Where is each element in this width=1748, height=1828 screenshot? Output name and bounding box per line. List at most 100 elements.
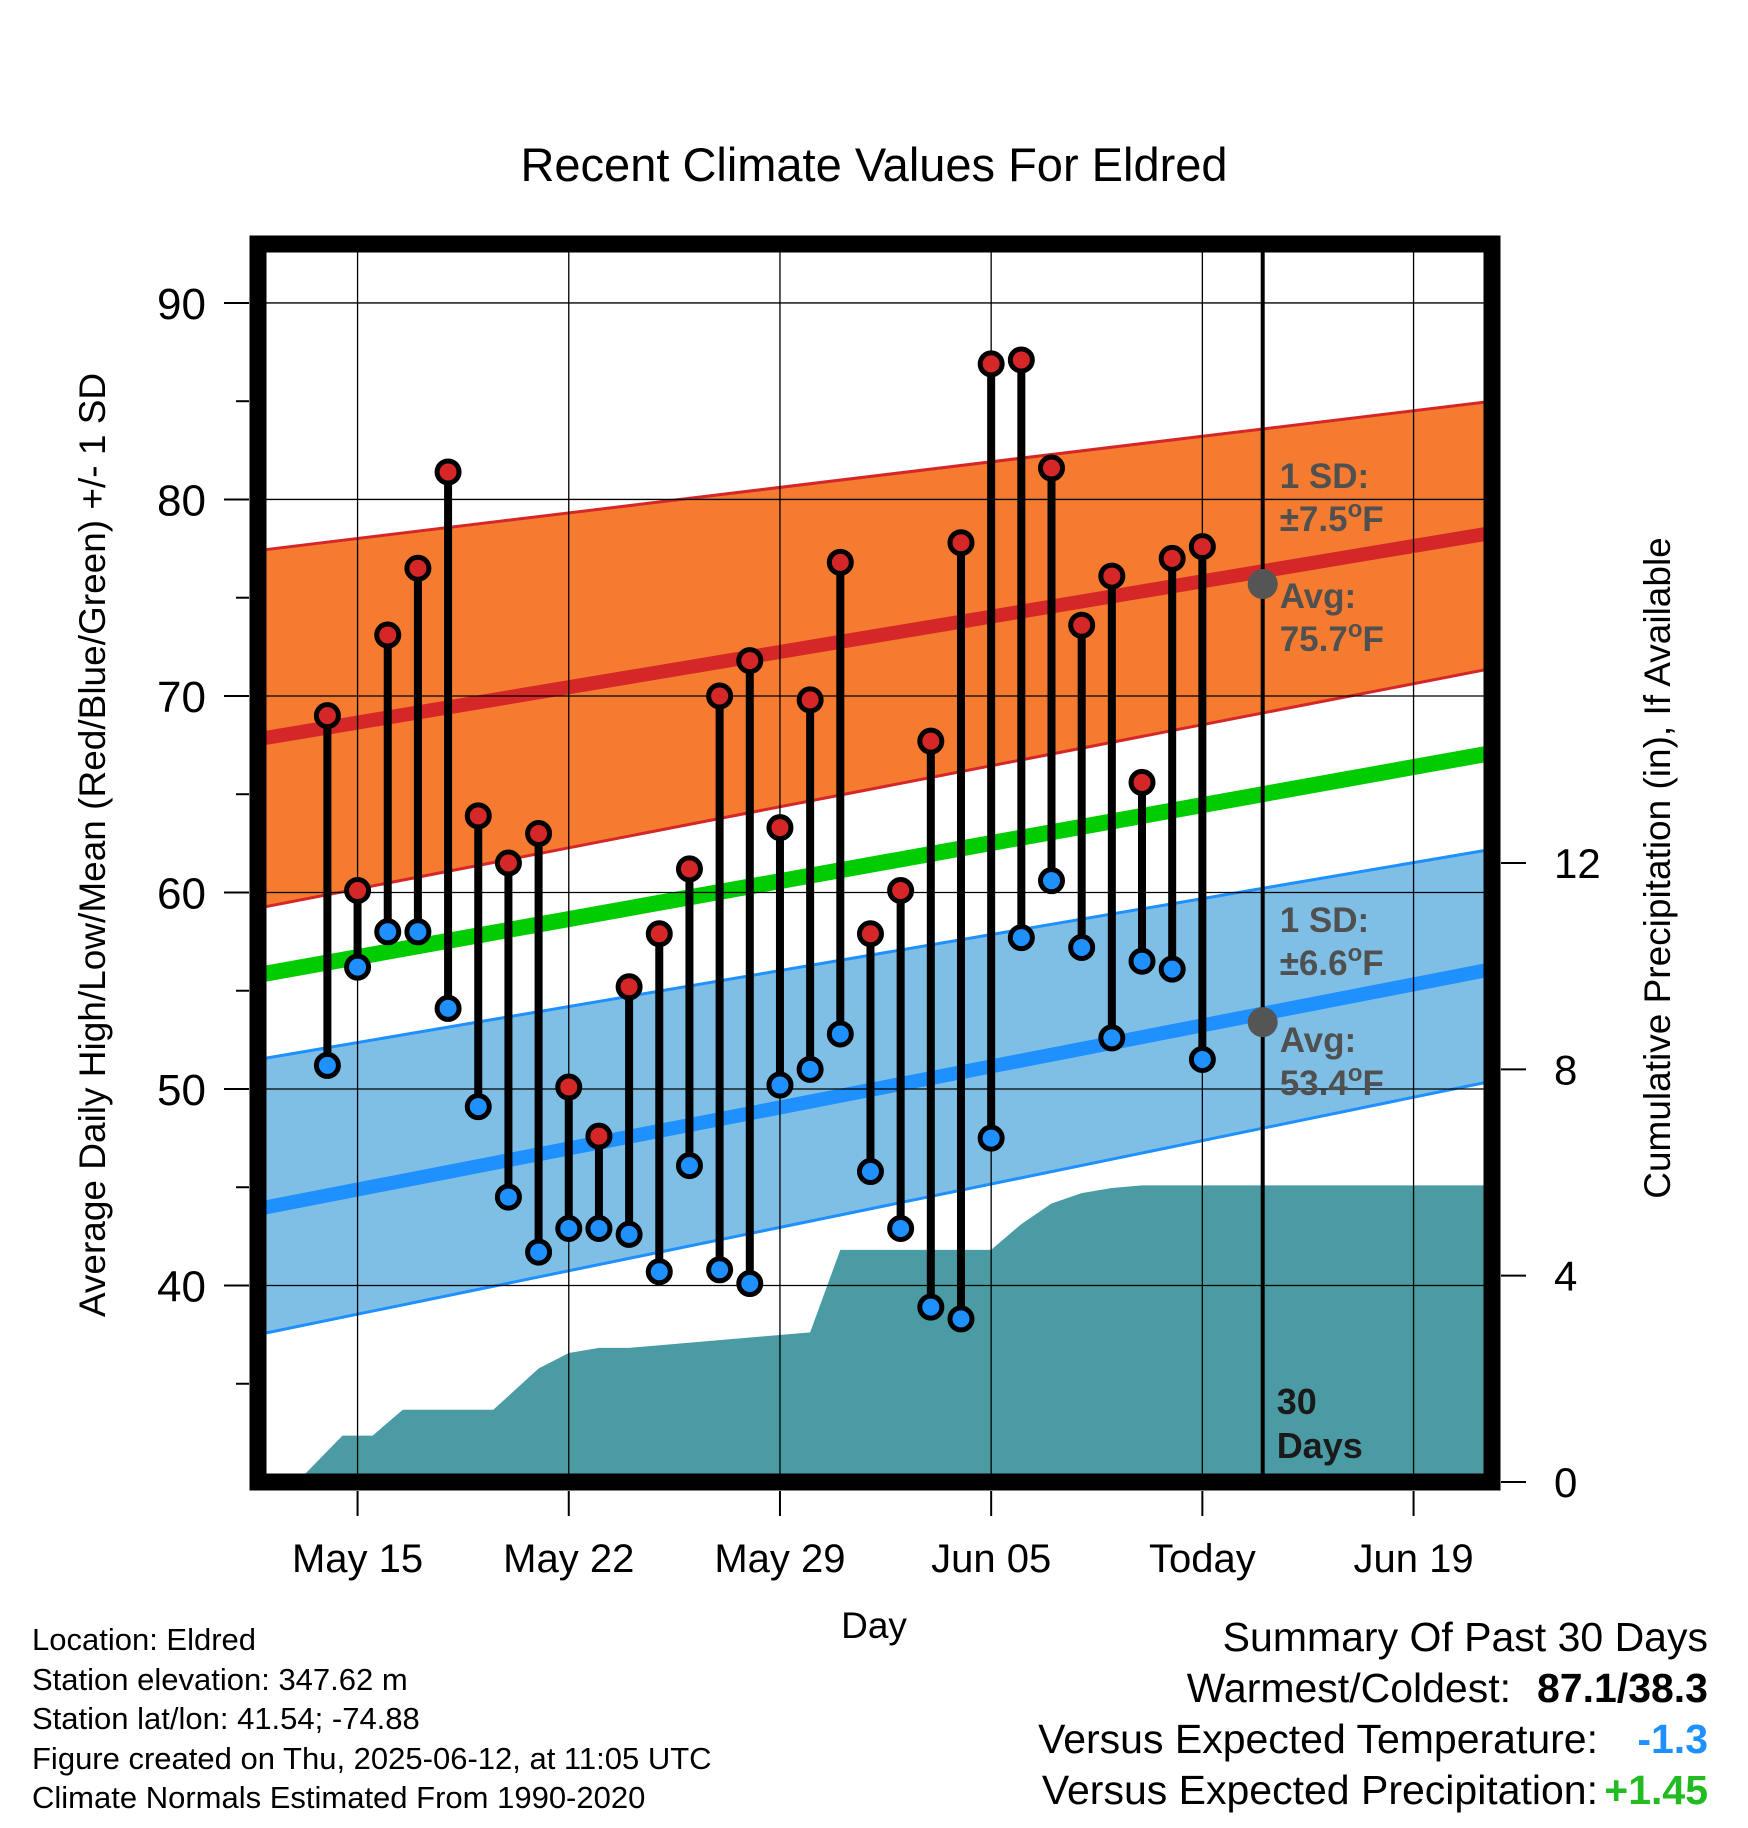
- daily-low-point: [615, 1220, 643, 1248]
- y2-tick-label: 4: [1554, 1253, 1577, 1300]
- daily-high-point: [1158, 544, 1186, 572]
- daily-low-point: [1068, 933, 1096, 961]
- precip-area: [297, 1185, 1492, 1482]
- station-latlon: Station lat/lon: 41.54; -74.88: [32, 1701, 420, 1736]
- y-tick-label: 70: [157, 673, 206, 722]
- daily-high-point: [1007, 346, 1035, 374]
- daily-high-point: [525, 820, 553, 848]
- daily-low-point: [434, 994, 462, 1022]
- y2-tick-label: 12: [1554, 840, 1601, 887]
- high-avg-label: Avg:: [1280, 577, 1356, 616]
- daily-low-point: [1128, 947, 1156, 975]
- x-tick-label: May 15: [292, 1537, 423, 1581]
- y2-axis-label: Cumulative Precipitation (in), If Availa…: [1637, 537, 1678, 1199]
- daily-low-point: [585, 1215, 613, 1243]
- precip-departure-label: Versus Expected Precipitation:: [1041, 1767, 1598, 1813]
- daily-high-point: [706, 682, 734, 710]
- daily-low-point: [1188, 1046, 1216, 1074]
- daily-low-point: [856, 1158, 884, 1186]
- daily-high-point: [736, 647, 764, 675]
- temp-departure-row: Versus Expected Temperature: -1.3: [1038, 1714, 1708, 1765]
- high-sd-label: 1 SD:: [1280, 457, 1369, 496]
- high-sd-band: [258, 401, 1492, 909]
- daily-low-point: [736, 1270, 764, 1298]
- plot-frame: [249, 235, 1501, 1491]
- daily-high-point: [404, 554, 432, 582]
- y2-tick-label: 8: [1554, 1046, 1577, 1093]
- x-tick-label: Today: [1149, 1537, 1256, 1581]
- daily-high-point: [1188, 533, 1216, 561]
- daily-high-point: [917, 727, 945, 755]
- daily-high-point: [555, 1073, 583, 1101]
- daily-low-point: [826, 1020, 854, 1048]
- warmest-coldest-row: Warmest/Coldest: 87.1/38.3: [1038, 1663, 1708, 1714]
- y2-tick-label: 0: [1554, 1459, 1577, 1506]
- y-tick-label: 50: [157, 1066, 206, 1115]
- daily-low-point: [525, 1238, 553, 1266]
- summary-panel: Summary Of Past 30 Days Warmest/Coldest:…: [1038, 1612, 1708, 1816]
- daily-high-point: [434, 458, 462, 486]
- low-sd-band-upper-edge: [257, 847, 1493, 1061]
- daily-low-point: [796, 1055, 824, 1083]
- x-tick-label: Jun 05: [931, 1537, 1051, 1581]
- daily-high-point: [645, 920, 673, 948]
- daily-high-point: [1098, 562, 1126, 590]
- daily-low-point: [887, 1215, 915, 1243]
- daily-low-point: [947, 1305, 975, 1333]
- y-tick-label: 80: [157, 476, 206, 525]
- daily-low-point: [645, 1258, 673, 1286]
- warmest-coldest-label: Warmest/Coldest:: [1186, 1665, 1511, 1711]
- daily-high-point: [313, 702, 341, 730]
- daily-low-point: [464, 1093, 492, 1121]
- y-axis-label: Average Daily High/Low/Mean (Red/Blue/Gr…: [72, 373, 113, 1317]
- normal-high-line: [256, 525, 1494, 747]
- high-sd-band-lower-edge: [257, 666, 1493, 910]
- daily-high-point: [615, 973, 643, 1001]
- precip-departure-value: +1.45: [1604, 1767, 1708, 1813]
- daily-low-point: [706, 1256, 734, 1284]
- daily-low-point: [374, 918, 402, 946]
- daily-high-point: [344, 877, 372, 905]
- climate-normals-note: Climate Normals Estimated From 1990-2020: [32, 1780, 646, 1815]
- daily-high-point: [796, 686, 824, 714]
- y-tick-label: 40: [157, 1262, 206, 1311]
- daily-low-point: [675, 1152, 703, 1180]
- daily-high-point: [1038, 454, 1066, 482]
- daily-high-point: [464, 802, 492, 830]
- daily-low-point: [1007, 924, 1035, 952]
- low-sd-label: 1 SD:: [1280, 901, 1369, 940]
- daily-high-point: [766, 814, 794, 842]
- low-avg-label: Avg:: [1280, 1021, 1356, 1060]
- daily-low-point: [766, 1071, 794, 1099]
- warmest-coldest-value: 87.1/38.3: [1537, 1665, 1708, 1711]
- daily-high-point: [374, 621, 402, 649]
- daily-low-point: [1038, 867, 1066, 895]
- daily-low-point: [344, 953, 372, 981]
- daily-low-point: [1098, 1024, 1126, 1052]
- daily-low-point: [404, 918, 432, 946]
- daily-high-point: [675, 855, 703, 883]
- period-label-number: 30: [1277, 1381, 1317, 1422]
- daily-low-point: [494, 1183, 522, 1211]
- daily-high-point: [887, 877, 915, 905]
- x-axis-label: Day: [841, 1605, 907, 1646]
- daily-high-point: [856, 920, 884, 948]
- precip-departure-row: Versus Expected Precipitation: +1.45: [1038, 1765, 1708, 1816]
- daily-high-point: [1068, 611, 1096, 639]
- high-sd-band-upper-edge: [257, 399, 1493, 553]
- high-sd-value: ±7.5oF: [1280, 496, 1384, 539]
- y-tick-label: 90: [157, 280, 206, 329]
- x-tick-label: May 22: [503, 1537, 634, 1581]
- station-location: Location: Eldred: [32, 1622, 257, 1657]
- daily-high-point: [826, 548, 854, 576]
- low-sd-band-lower-edge: [257, 1079, 1493, 1337]
- daily-low-point: [313, 1051, 341, 1079]
- daily-low-point: [555, 1215, 583, 1243]
- summary-title: Summary Of Past 30 Days: [1222, 1614, 1708, 1660]
- today-low-avg-marker: [1247, 1007, 1278, 1038]
- x-tick-label: Jun 19: [1354, 1537, 1474, 1581]
- station-elevation: Station elevation: 347.62 m: [32, 1661, 408, 1697]
- high-avg-value: 75.7oF: [1280, 616, 1384, 659]
